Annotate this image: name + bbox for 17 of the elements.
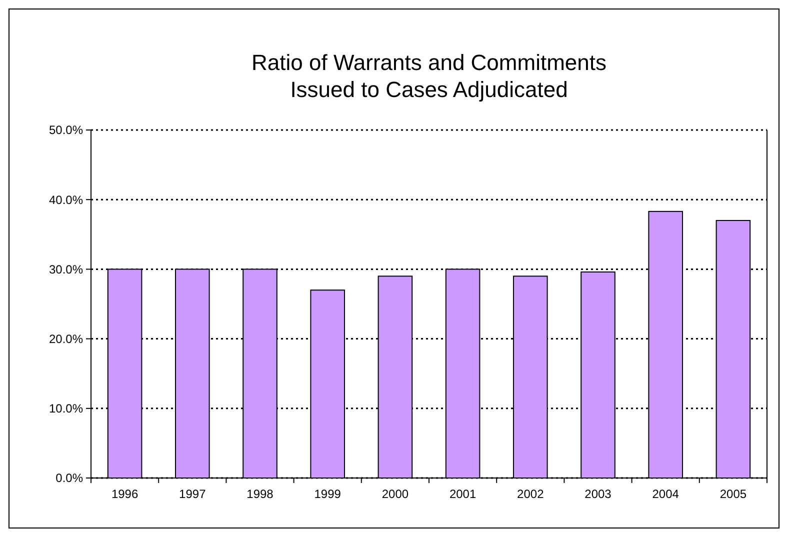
x-tick-label: 2004 — [652, 487, 680, 501]
x-tick-label: 1999 — [314, 487, 342, 501]
x-tick-label: 1996 — [111, 487, 138, 501]
x-tick-label: 2005 — [720, 487, 747, 501]
x-tick-label: 2002 — [517, 487, 544, 501]
x-tick-label: 2003 — [584, 487, 612, 501]
chart-title: Ratio of Warrants and Commitments Issued to Cases Adjudicated — [252, 50, 606, 102]
y-tick-label: 10.0% — [48, 402, 84, 416]
y-tick-label: 0.0% — [56, 471, 84, 486]
y-tick-label: 20.0% — [48, 332, 84, 346]
y-tick-label: 50.0% — [48, 123, 84, 138]
y-tick-label: 30.0% — [48, 262, 84, 276]
x-tick-label: 2000 — [382, 487, 409, 501]
x-tick-label: 1997 — [179, 487, 206, 501]
y-tick-label: 40.0% — [48, 192, 84, 207]
x-tick-label: 2001 — [449, 487, 476, 501]
x-tick-label: 1998 — [246, 487, 274, 501]
